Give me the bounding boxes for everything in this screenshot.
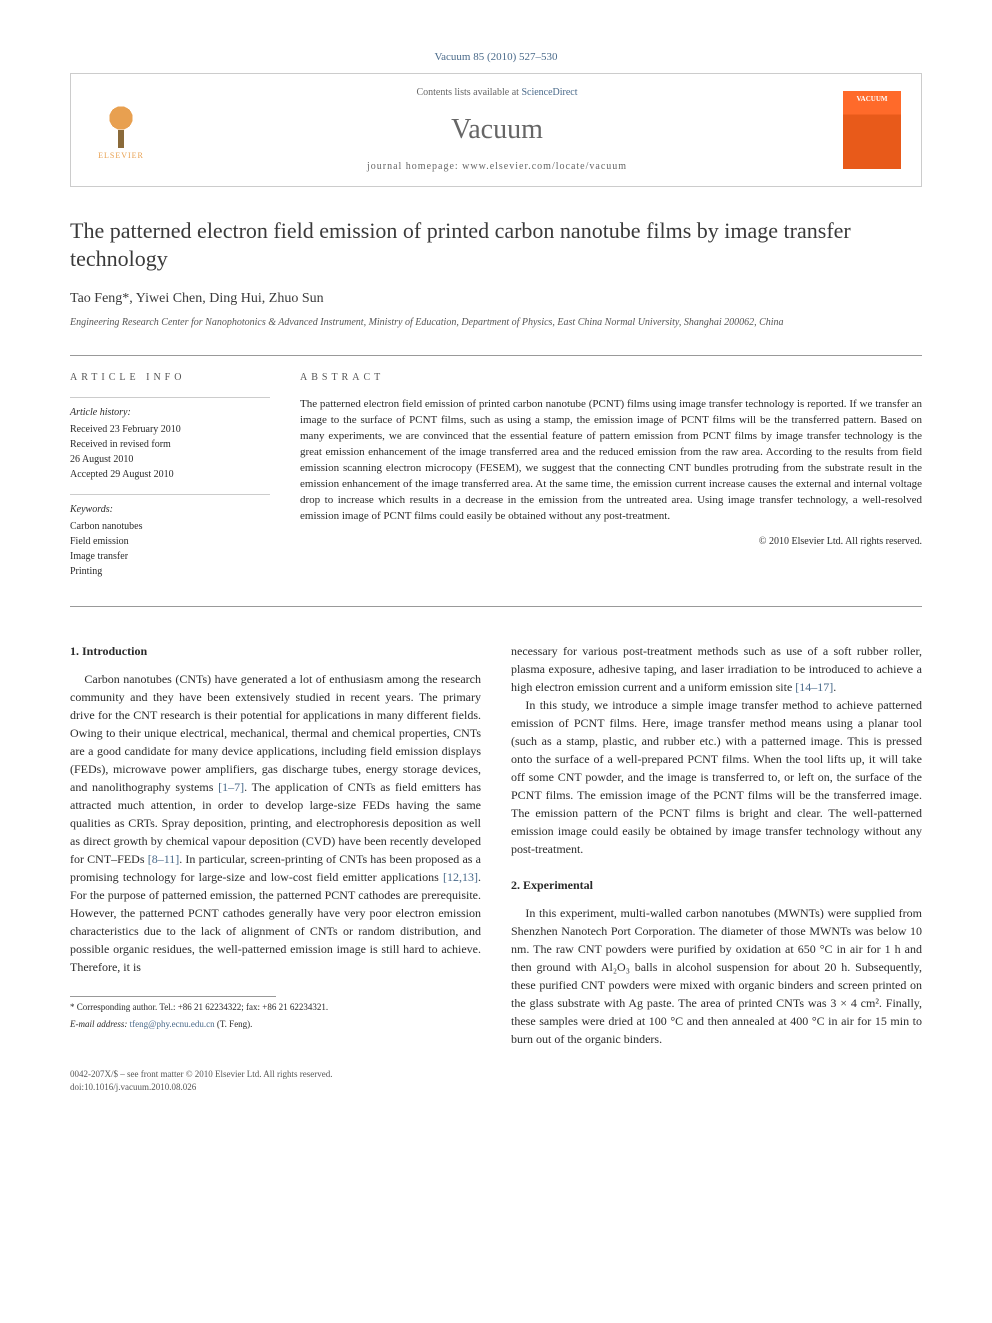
corresponding-author-footnote: * Corresponding author. Tel.: +86 21 622… (70, 1001, 481, 1014)
article-history-block: Article history: Received 23 February 20… (70, 397, 270, 482)
abstract-header: ABSTRACT (300, 371, 922, 385)
elsevier-label: ELSEVIER (98, 150, 144, 161)
footer-left: 0042-207X/$ – see front matter © 2010 El… (70, 1068, 333, 1093)
info-abstract-row: ARTICLE INFO Article history: Received 2… (70, 355, 922, 607)
header-center: Contents lists available at ScienceDirec… (166, 86, 828, 173)
keyword: Printing (70, 564, 270, 579)
history-line: Received 23 February 2010 (70, 422, 270, 437)
contents-prefix: Contents lists available at (416, 87, 521, 98)
journal-cover-thumbnail (843, 91, 901, 169)
history-line: 26 August 2010 (70, 452, 270, 467)
email-link[interactable]: tfeng@phy.ecnu.edu.cn (130, 1019, 215, 1029)
right-column: necessary for various post-treatment met… (511, 642, 922, 1048)
homepage-line: journal homepage: www.elsevier.com/locat… (166, 160, 828, 174)
citation-link[interactable]: [1–7] (218, 780, 244, 794)
intro-paragraph-3: In this study, we introduce a simple ima… (511, 696, 922, 858)
intro-text: necessary for various post-treatment met… (511, 644, 922, 694)
journal-reference: Vacuum 85 (2010) 527–530 (70, 50, 922, 65)
article-info-header: ARTICLE INFO (70, 371, 270, 385)
footnote-separator (70, 996, 276, 997)
abstract-text: The patterned electron field emission of… (300, 397, 922, 525)
experimental-heading: 2. Experimental (511, 876, 922, 894)
doi: doi:10.1016/j.vacuum.2010.08.026 (70, 1081, 333, 1094)
contents-line: Contents lists available at ScienceDirec… (166, 86, 828, 100)
citation-link[interactable]: [12,13] (443, 870, 478, 884)
article-title: The patterned electron field emission of… (70, 217, 922, 274)
keywords-block: Keywords: Carbon nanotubes Field emissio… (70, 494, 270, 579)
email-footnote: E-mail address: tfeng@phy.ecnu.edu.cn (T… (70, 1018, 481, 1031)
page-footer: 0042-207X/$ – see front matter © 2010 El… (70, 1068, 922, 1093)
article-info-column: ARTICLE INFO Article history: Received 2… (70, 371, 270, 591)
authors: Tao Feng*, Yiwei Chen, Ding Hui, Zhuo Su… (70, 289, 922, 309)
keywords-label: Keywords: (70, 503, 270, 517)
keyword: Carbon nanotubes (70, 519, 270, 534)
intro-paragraph-2: necessary for various post-treatment met… (511, 642, 922, 696)
experimental-paragraph: In this experiment, multi-walled carbon … (511, 904, 922, 1048)
keyword: Image transfer (70, 549, 270, 564)
keyword: Field emission (70, 534, 270, 549)
body-columns: 1. Introduction Carbon nanotubes (CNTs) … (70, 642, 922, 1048)
intro-text: . (833, 680, 836, 694)
abstract-column: ABSTRACT The patterned electron field em… (300, 371, 922, 591)
issn-copyright: 0042-207X/$ – see front matter © 2010 El… (70, 1068, 333, 1081)
affiliation: Engineering Research Center for Nanophot… (70, 316, 922, 330)
history-line: Received in revised form (70, 437, 270, 452)
left-column: 1. Introduction Carbon nanotubes (CNTs) … (70, 642, 481, 1048)
elsevier-logo: ELSEVIER (91, 95, 151, 165)
citation-link[interactable]: [8–11] (148, 852, 180, 866)
intro-heading: 1. Introduction (70, 642, 481, 660)
homepage-prefix: journal homepage: (367, 161, 462, 172)
page-container: Vacuum 85 (2010) 527–530 ELSEVIER Conten… (0, 0, 992, 1134)
journal-name: Vacuum (166, 110, 828, 149)
homepage-url[interactable]: www.elsevier.com/locate/vacuum (462, 161, 627, 172)
email-suffix: (T. Feng). (215, 1019, 253, 1029)
email-label: E-mail address: (70, 1019, 130, 1029)
history-line: Accepted 29 August 2010 (70, 467, 270, 482)
citation-link[interactable]: [14–17] (795, 680, 833, 694)
abstract-copyright: © 2010 Elsevier Ltd. All rights reserved… (300, 535, 922, 549)
intro-text: Carbon nanotubes (CNTs) have generated a… (70, 672, 481, 794)
history-label: Article history: (70, 406, 270, 420)
sciencedirect-link[interactable]: ScienceDirect (521, 87, 577, 98)
journal-header-box: ELSEVIER Contents lists available at Sci… (70, 73, 922, 186)
elsevier-tree-icon (96, 98, 146, 148)
intro-text: . For the purpose of patterned emission,… (70, 870, 481, 974)
intro-paragraph-1: Carbon nanotubes (CNTs) have generated a… (70, 670, 481, 976)
